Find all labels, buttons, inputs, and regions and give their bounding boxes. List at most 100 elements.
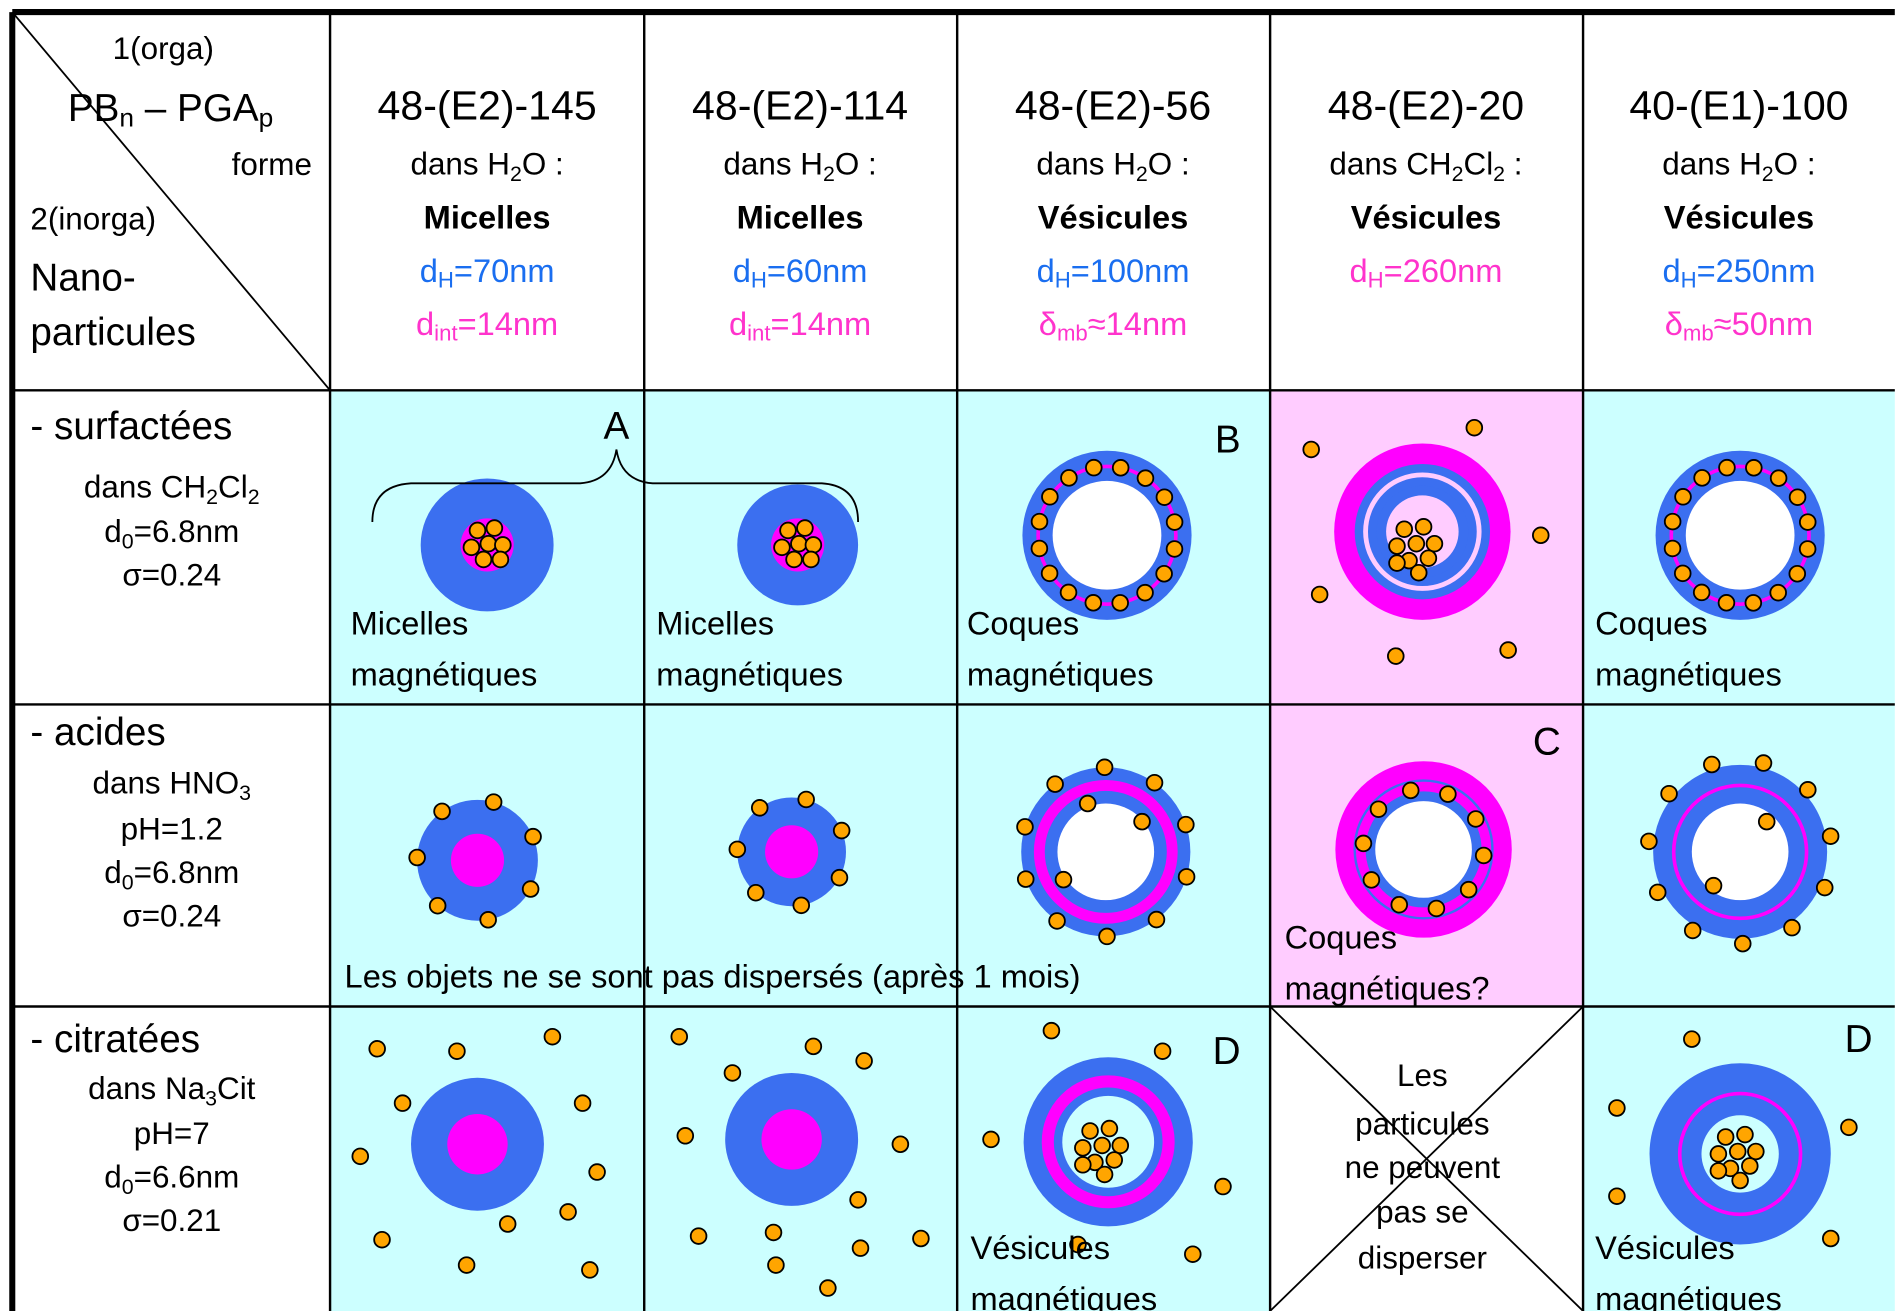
nanoparticle — [1608, 1099, 1626, 1117]
nanoparticle — [368, 1040, 386, 1058]
nanoparticle — [1093, 1136, 1111, 1155]
nanoparticle — [1041, 488, 1059, 506]
nanoparticle — [1133, 812, 1151, 831]
nanoparticle — [1709, 1145, 1728, 1163]
label: 1(orga) — [113, 31, 214, 66]
nanoparticle — [728, 840, 747, 859]
column-title: 48-(E2)-56 — [1015, 83, 1211, 129]
nanoparticle — [1081, 1122, 1099, 1140]
nanoparticle — [1155, 488, 1174, 506]
nanoparticle — [796, 519, 814, 537]
nanoparticle — [804, 536, 823, 554]
label: d0=6.6nm — [104, 1160, 239, 1199]
cell-label: magnétiques — [656, 655, 843, 692]
nanoparticle — [408, 848, 426, 867]
nanoparticle — [1105, 1151, 1124, 1169]
nanoparticle — [855, 1052, 873, 1070]
subscript: int — [434, 321, 457, 346]
nanoparticle — [1136, 469, 1155, 487]
nanoparticle — [1078, 794, 1097, 813]
nanoparticle — [1717, 594, 1736, 612]
nanoparticle — [1683, 1030, 1701, 1048]
nanoparticle — [1674, 488, 1692, 506]
nanoparticle — [1799, 781, 1817, 799]
nanoparticle — [1663, 539, 1682, 558]
nanoparticle — [1136, 583, 1154, 602]
column-title: 48-(E2)-20 — [1328, 83, 1524, 129]
nanoparticle — [1395, 520, 1413, 538]
nanoparticle — [797, 790, 815, 809]
nanoparticle — [448, 1042, 466, 1060]
nanoparticle — [1401, 781, 1420, 800]
cell-label: magnétiques — [351, 655, 538, 692]
nanoparticle — [457, 1256, 476, 1274]
nanoparticle — [1111, 594, 1129, 612]
nanoparticle — [1465, 418, 1484, 437]
nanoparticle — [1100, 1119, 1119, 1138]
nanoparticle — [689, 1227, 708, 1245]
nanoparticle — [1499, 641, 1517, 659]
label: Micelles — [737, 199, 864, 236]
text-span: dans H — [723, 147, 823, 182]
label: pH=7 — [134, 1116, 210, 1151]
cross-line — [1269, 1005, 1584, 1311]
label: dans HNO3 — [93, 766, 252, 805]
text-span: O : — [522, 147, 564, 182]
vesicle-lumen — [1375, 801, 1472, 898]
nanoparticle — [468, 521, 487, 540]
nanoparticle — [1754, 754, 1773, 772]
cell-label: pas se — [1376, 1195, 1469, 1230]
nanoparticle — [1745, 459, 1763, 477]
nanoparticle — [1177, 815, 1195, 834]
nanoparticle — [351, 1147, 370, 1166]
nanoparticle — [1369, 800, 1388, 818]
text-span: pH=7 — [134, 1116, 210, 1151]
ring — [1669, 464, 1811, 606]
subscript: 2 — [1762, 162, 1774, 186]
ring — [1036, 464, 1178, 606]
nanoparticle — [1098, 927, 1116, 946]
label: dans H2O : — [410, 147, 563, 186]
nanoparticle — [433, 802, 451, 821]
corner-diagonal — [11, 11, 331, 391]
micelle-core — [450, 833, 505, 887]
label: dans CH2Cl2 : — [1329, 147, 1522, 186]
nanoparticle — [1390, 895, 1409, 914]
nanoparticle — [982, 1130, 1000, 1149]
cell-label: magnétiques — [1595, 655, 1782, 692]
subscript: H — [1681, 267, 1697, 292]
subscript: 2 — [1493, 162, 1505, 186]
subscript: 0 — [122, 870, 134, 894]
nanoparticle — [1692, 583, 1711, 602]
row-title: - citratées — [30, 1018, 200, 1061]
nanoparticle — [830, 868, 849, 887]
nanoparticle — [1302, 440, 1320, 459]
cell-label: Coques — [1285, 919, 1397, 956]
label: PBn – PGAp — [68, 87, 273, 132]
text-span: =100nm — [1071, 252, 1190, 289]
text-span: d — [733, 252, 751, 289]
label: dH=100nm — [1037, 252, 1190, 293]
nanoparticle — [1608, 1187, 1626, 1205]
ring — [1033, 779, 1178, 924]
nanoparticle — [1815, 878, 1834, 897]
nanoparticle — [462, 538, 481, 557]
text-span: – PGA — [134, 87, 259, 130]
text-span: PB — [68, 87, 120, 130]
label: σ=0.24 — [122, 558, 221, 593]
nanoparticle — [1165, 540, 1184, 558]
nanoparticle — [521, 880, 540, 898]
label: 2(inorga) — [30, 201, 156, 236]
nanoparticle — [1059, 583, 1078, 602]
nanoparticle — [1459, 880, 1478, 899]
nanoparticle — [1030, 512, 1049, 531]
nanoparticle — [1704, 876, 1723, 895]
text-span: d — [1350, 252, 1368, 289]
nanoparticle — [670, 1027, 689, 1046]
text-span: dans Na — [88, 1071, 206, 1106]
ring — [1677, 1091, 1803, 1217]
nanoparticle — [1362, 871, 1381, 889]
micelle-core — [765, 825, 819, 879]
text-span: σ=0.21 — [122, 1203, 221, 1238]
